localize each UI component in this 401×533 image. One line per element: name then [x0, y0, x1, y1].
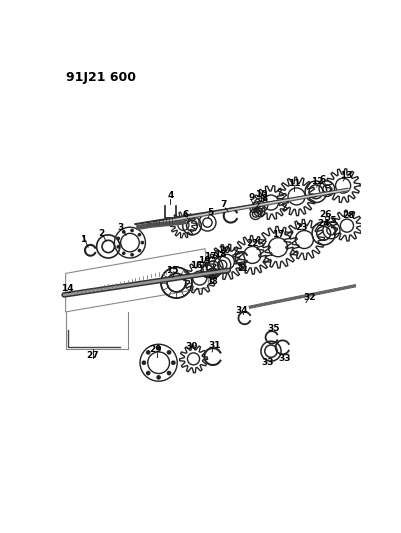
Polygon shape	[137, 223, 151, 230]
Circle shape	[122, 252, 126, 255]
Text: 9: 9	[249, 192, 255, 201]
Circle shape	[140, 241, 144, 245]
Text: 15: 15	[166, 266, 179, 275]
Text: 1: 1	[80, 235, 87, 244]
Circle shape	[146, 350, 150, 354]
Circle shape	[156, 346, 161, 350]
Circle shape	[138, 233, 141, 237]
Polygon shape	[151, 221, 182, 227]
Circle shape	[146, 371, 150, 375]
Text: 91J21 600: 91J21 600	[66, 71, 136, 84]
Text: 30: 30	[186, 342, 198, 351]
Circle shape	[142, 360, 146, 365]
Text: 12: 12	[311, 177, 324, 186]
Text: 8: 8	[262, 194, 268, 203]
Text: 32: 32	[304, 293, 316, 302]
Text: 17: 17	[204, 252, 217, 261]
Text: 24: 24	[317, 219, 330, 228]
Text: 5: 5	[207, 208, 214, 217]
Text: 3: 3	[117, 223, 124, 232]
Circle shape	[116, 245, 120, 249]
Text: 35: 35	[268, 325, 280, 333]
Circle shape	[138, 249, 141, 252]
Text: 18: 18	[208, 277, 218, 286]
Polygon shape	[182, 221, 186, 224]
Text: 7: 7	[221, 200, 227, 209]
Circle shape	[130, 253, 134, 256]
Text: 29: 29	[149, 345, 162, 354]
Text: 22: 22	[246, 239, 259, 248]
Text: 14: 14	[61, 284, 73, 293]
Text: 26: 26	[319, 209, 332, 219]
Text: 25: 25	[324, 216, 337, 225]
Text: 20: 20	[218, 246, 231, 255]
Circle shape	[156, 375, 161, 379]
Text: 4: 4	[167, 191, 174, 200]
Text: 17: 17	[272, 230, 285, 239]
Circle shape	[167, 350, 171, 354]
Text: 16: 16	[190, 261, 202, 270]
Text: 2: 2	[98, 229, 104, 238]
Text: 33: 33	[261, 358, 273, 367]
Text: 13: 13	[340, 171, 352, 180]
Circle shape	[171, 360, 176, 365]
Text: 33: 33	[279, 353, 291, 362]
Text: 27: 27	[87, 351, 99, 360]
Text: 34: 34	[235, 306, 248, 315]
Text: 18: 18	[215, 249, 227, 259]
Text: 6: 6	[182, 211, 189, 220]
Text: 11: 11	[288, 179, 300, 188]
Circle shape	[116, 237, 120, 240]
Text: 6: 6	[320, 175, 326, 184]
Circle shape	[167, 371, 171, 375]
Text: 28: 28	[342, 211, 355, 220]
Circle shape	[122, 230, 126, 234]
Text: 10: 10	[255, 190, 267, 199]
Text: 21: 21	[237, 263, 247, 272]
Text: 23: 23	[295, 223, 308, 232]
Text: 31: 31	[208, 341, 221, 350]
Circle shape	[130, 229, 134, 232]
Text: 19: 19	[198, 256, 211, 265]
